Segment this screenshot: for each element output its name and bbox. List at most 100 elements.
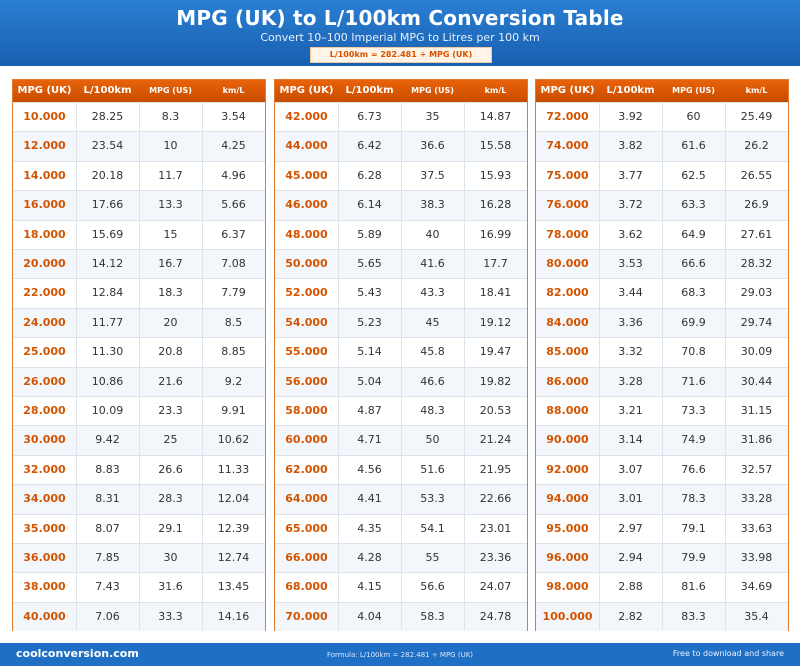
mpg-uk-cell: 36.000 <box>23 551 66 564</box>
table-row: 48.000 5.89 40 16.99 <box>275 219 527 249</box>
value-cell: 29.03 <box>740 286 773 300</box>
value-cell: 5.65 <box>357 257 382 270</box>
value-cell: 68.3 <box>681 286 706 300</box>
value-cell: 76.6 <box>681 462 706 476</box>
value-cell: 31.86 <box>740 433 773 447</box>
page-header: MPG (UK) to L/100km Conversion Table Con… <box>0 0 800 66</box>
value-cell: 3.72 <box>618 198 643 212</box>
mpg-uk-cell: 56.000 <box>285 374 328 388</box>
value-cell: 79.9 <box>681 551 706 564</box>
column-header: MPG (US) <box>149 86 192 95</box>
column-header: L/100km <box>345 85 394 96</box>
value-cell: 13.45 <box>217 580 250 594</box>
mpg-uk-cell: 75.000 <box>546 168 589 182</box>
brand-link[interactable]: coolconversion.com <box>16 647 139 660</box>
value-cell: 19.82 <box>479 374 512 388</box>
value-cell: 3.28 <box>618 374 643 388</box>
mpg-uk-cell: 26.000 <box>23 374 66 388</box>
mpg-uk-cell: 70.000 <box>285 609 328 623</box>
mpg-uk-cell: 42.000 <box>285 110 328 123</box>
value-cell: 32.57 <box>740 462 773 476</box>
value-cell: 3.82 <box>618 139 643 153</box>
value-cell: 31.15 <box>740 404 773 417</box>
column-header: MPG (UK) <box>17 85 72 96</box>
value-cell: 26.55 <box>740 168 773 182</box>
column-divider <box>662 102 663 630</box>
value-cell: 10 <box>163 139 178 153</box>
value-cell: 20 <box>163 315 178 329</box>
value-cell: 33.28 <box>740 492 773 506</box>
value-cell: 69.9 <box>681 315 706 329</box>
value-cell: 12.84 <box>91 286 124 300</box>
value-cell: 45 <box>425 315 440 329</box>
value-cell: 9.2 <box>224 374 243 388</box>
value-cell: 6.37 <box>221 227 246 241</box>
value-cell: 11.30 <box>91 345 124 359</box>
column-header: MPG (UK) <box>540 85 595 96</box>
mpg-uk-cell: 14.000 <box>23 168 66 182</box>
table-row: 85.000 3.32 70.8 30.09 <box>536 337 788 366</box>
value-cell: 35.4 <box>744 609 769 623</box>
column-divider <box>202 102 203 630</box>
value-cell: 11.33 <box>217 462 250 476</box>
column-divider <box>76 102 77 630</box>
value-cell: 4.71 <box>357 433 382 447</box>
page-footer: coolconversion.com Formula: L/100km = 28… <box>0 643 800 666</box>
formula-badge: L/100km = 282.481 ÷ MPG (UK) <box>310 47 492 63</box>
value-cell: 81.6 <box>681 580 706 594</box>
mpg-uk-cell: 88.000 <box>546 404 589 417</box>
value-cell: 20.8 <box>158 345 183 359</box>
value-cell: 3.54 <box>221 110 246 123</box>
value-cell: 73.3 <box>681 404 706 417</box>
mpg-uk-cell: 40.000 <box>23 609 66 623</box>
mpg-uk-cell: 25.000 <box>23 345 66 359</box>
value-cell: 33.63 <box>740 521 773 535</box>
value-cell: 15.93 <box>479 168 512 182</box>
value-cell: 7.79 <box>221 286 246 300</box>
value-cell: 14.12 <box>91 257 124 270</box>
value-cell: 70.8 <box>681 345 706 359</box>
mpg-uk-cell: 46.000 <box>285 198 328 212</box>
value-cell: 3.21 <box>618 404 643 417</box>
value-cell: 4.41 <box>357 492 382 506</box>
value-cell: 4.87 <box>357 404 382 417</box>
value-cell: 51.6 <box>420 462 445 476</box>
value-cell: 4.56 <box>357 462 382 476</box>
value-cell: 3.77 <box>618 168 643 182</box>
value-cell: 16.99 <box>479 227 512 241</box>
value-cell: 15 <box>163 227 178 241</box>
mpg-uk-cell: 84.000 <box>546 315 589 329</box>
value-cell: 23.3 <box>158 404 183 417</box>
column-header: km/L <box>484 86 507 95</box>
value-cell: 3.01 <box>618 492 643 506</box>
value-cell: 9.91 <box>221 404 246 417</box>
value-cell: 6.73 <box>357 110 382 123</box>
value-cell: 31.6 <box>158 580 183 594</box>
value-cell: 8.83 <box>95 462 120 476</box>
conversion-table: MPG (UK) L/100km MPG (US) km/L 42.000 6.73 35 1… <box>274 79 528 632</box>
value-cell: 30.09 <box>740 345 773 359</box>
value-cell: 28.25 <box>91 110 124 123</box>
value-cell: 55 <box>425 551 440 564</box>
value-cell: 11.77 <box>91 315 124 329</box>
value-cell: 30 <box>163 551 178 564</box>
column-header: MPG (US) <box>411 86 454 95</box>
value-cell: 4.25 <box>221 139 246 153</box>
value-cell: 12.04 <box>217 492 250 506</box>
mpg-uk-cell: 100.000 <box>542 609 593 623</box>
conversion-table: MPG (UK) L/100km MPG (US) km/L 10.000 28.25 8.… <box>12 79 266 632</box>
mpg-uk-cell: 44.000 <box>285 139 328 153</box>
value-cell: 3.92 <box>618 110 643 123</box>
value-cell: 21.6 <box>158 374 183 388</box>
column-header: km/L <box>745 86 768 95</box>
value-cell: 9.42 <box>95 433 120 447</box>
value-cell: 78.3 <box>681 492 706 506</box>
value-cell: 5.04 <box>357 374 382 388</box>
column-divider <box>725 102 726 630</box>
value-cell: 24.78 <box>479 609 512 623</box>
mpg-uk-cell: 10.000 <box>23 110 66 123</box>
value-cell: 23.36 <box>479 551 512 564</box>
column-divider <box>338 102 339 630</box>
value-cell: 5.23 <box>357 315 382 329</box>
value-cell: 8.3 <box>161 110 180 123</box>
